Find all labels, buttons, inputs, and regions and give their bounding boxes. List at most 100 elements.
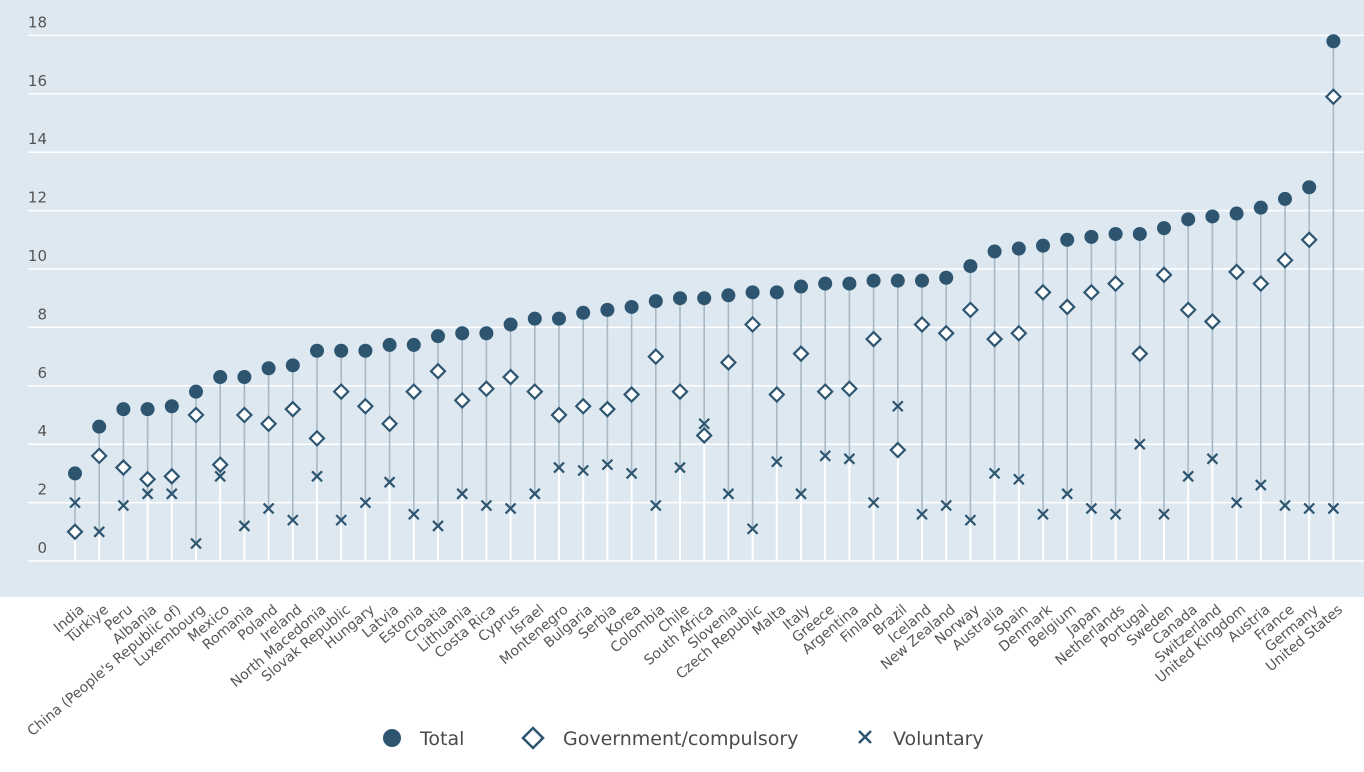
government-point bbox=[840, 380, 858, 398]
government-point bbox=[1252, 275, 1270, 293]
voluntary-point bbox=[698, 417, 710, 430]
total-point bbox=[503, 317, 518, 332]
total-point bbox=[334, 343, 349, 358]
legend: Total Government/compulsory Voluntary bbox=[383, 726, 984, 750]
total-point bbox=[842, 276, 857, 291]
voluntary-point bbox=[1134, 438, 1146, 450]
voluntary-point bbox=[166, 488, 178, 500]
government-point bbox=[744, 315, 762, 334]
y-tick-label: 6 bbox=[37, 364, 47, 382]
voluntary-point bbox=[1109, 508, 1122, 521]
total-point bbox=[285, 358, 300, 373]
y-tick-label: 0 bbox=[37, 539, 47, 557]
total-point bbox=[1084, 229, 1099, 244]
total-point bbox=[939, 270, 954, 285]
voluntary-point bbox=[650, 499, 662, 512]
total-point bbox=[1108, 226, 1123, 241]
total-point bbox=[987, 244, 1002, 259]
government-point bbox=[671, 383, 689, 401]
total-point bbox=[1157, 221, 1171, 236]
voluntary-point bbox=[141, 488, 154, 500]
voluntary-point bbox=[940, 499, 952, 512]
y-tick-label: 10 bbox=[28, 247, 47, 265]
voluntary-point bbox=[238, 520, 251, 532]
government-point bbox=[623, 386, 641, 404]
voluntary-point bbox=[1279, 499, 1291, 512]
government-point bbox=[889, 441, 907, 459]
government-point bbox=[1203, 313, 1221, 331]
government-point bbox=[1324, 88, 1342, 106]
government-point bbox=[429, 362, 447, 380]
legend-label-total: Total bbox=[419, 728, 464, 750]
y-tick-label: 14 bbox=[28, 130, 47, 148]
voluntary-point bbox=[674, 461, 686, 474]
voluntary-point bbox=[1230, 496, 1243, 509]
voluntary-point bbox=[819, 450, 831, 462]
total-point bbox=[382, 337, 397, 352]
total-point bbox=[1278, 191, 1292, 206]
total-point bbox=[116, 402, 131, 417]
total-point bbox=[552, 311, 566, 326]
legend-label-government: Government/compulsory bbox=[563, 728, 798, 750]
government-point bbox=[163, 467, 181, 485]
government-point bbox=[1228, 263, 1246, 281]
total-point bbox=[479, 326, 494, 341]
total-point bbox=[1302, 180, 1317, 195]
government-point bbox=[719, 353, 737, 371]
total-point bbox=[406, 337, 421, 352]
government-point bbox=[937, 324, 955, 342]
voluntary-point bbox=[1206, 453, 1219, 465]
government-point bbox=[1300, 231, 1318, 249]
voluntary-point bbox=[916, 508, 928, 521]
total-point bbox=[213, 370, 228, 385]
voluntary-point bbox=[867, 496, 880, 509]
total-point bbox=[866, 273, 881, 288]
voluntary-point bbox=[504, 502, 517, 515]
total-point bbox=[527, 311, 542, 326]
y-tick-label: 8 bbox=[37, 305, 47, 323]
total-point bbox=[189, 384, 203, 399]
total-point bbox=[455, 326, 470, 341]
voluntary-point bbox=[1255, 479, 1267, 491]
government-point bbox=[986, 330, 1004, 348]
voluntary-point bbox=[311, 470, 323, 483]
voluntary-point bbox=[722, 488, 735, 500]
y-tick-label: 2 bbox=[37, 481, 47, 499]
voluntary-point bbox=[408, 508, 420, 521]
total-point bbox=[1132, 226, 1147, 241]
total-point bbox=[624, 299, 639, 314]
total-point bbox=[697, 291, 712, 306]
total-point bbox=[1060, 232, 1075, 247]
total-point bbox=[648, 294, 663, 309]
total-point bbox=[431, 329, 445, 344]
government-point bbox=[211, 456, 229, 474]
voluntary-point bbox=[625, 467, 638, 480]
government-point bbox=[1276, 251, 1294, 269]
government-point bbox=[235, 406, 253, 424]
total-point bbox=[164, 399, 179, 414]
total-point bbox=[794, 279, 808, 294]
government-point bbox=[865, 330, 883, 348]
voluntary-point bbox=[456, 488, 468, 500]
government-point bbox=[1010, 324, 1028, 342]
voluntary-point bbox=[214, 470, 226, 483]
government-point bbox=[913, 315, 931, 334]
voluntary-point bbox=[1037, 508, 1049, 521]
total-point bbox=[963, 259, 978, 274]
government-point bbox=[1034, 283, 1052, 301]
government-point bbox=[66, 523, 84, 541]
voluntary-point bbox=[771, 455, 783, 468]
total-point bbox=[890, 273, 905, 288]
voluntary-point bbox=[601, 458, 614, 471]
government-point bbox=[961, 301, 979, 319]
government-point bbox=[405, 383, 423, 401]
total-point bbox=[92, 419, 107, 434]
voluntary-point bbox=[1303, 502, 1315, 515]
government-point bbox=[114, 459, 132, 477]
legend-item-total: Total bbox=[383, 728, 464, 750]
total-point bbox=[769, 285, 784, 300]
voluntary-point bbox=[1327, 502, 1340, 515]
total-point bbox=[358, 343, 373, 358]
total-point bbox=[1229, 206, 1244, 221]
